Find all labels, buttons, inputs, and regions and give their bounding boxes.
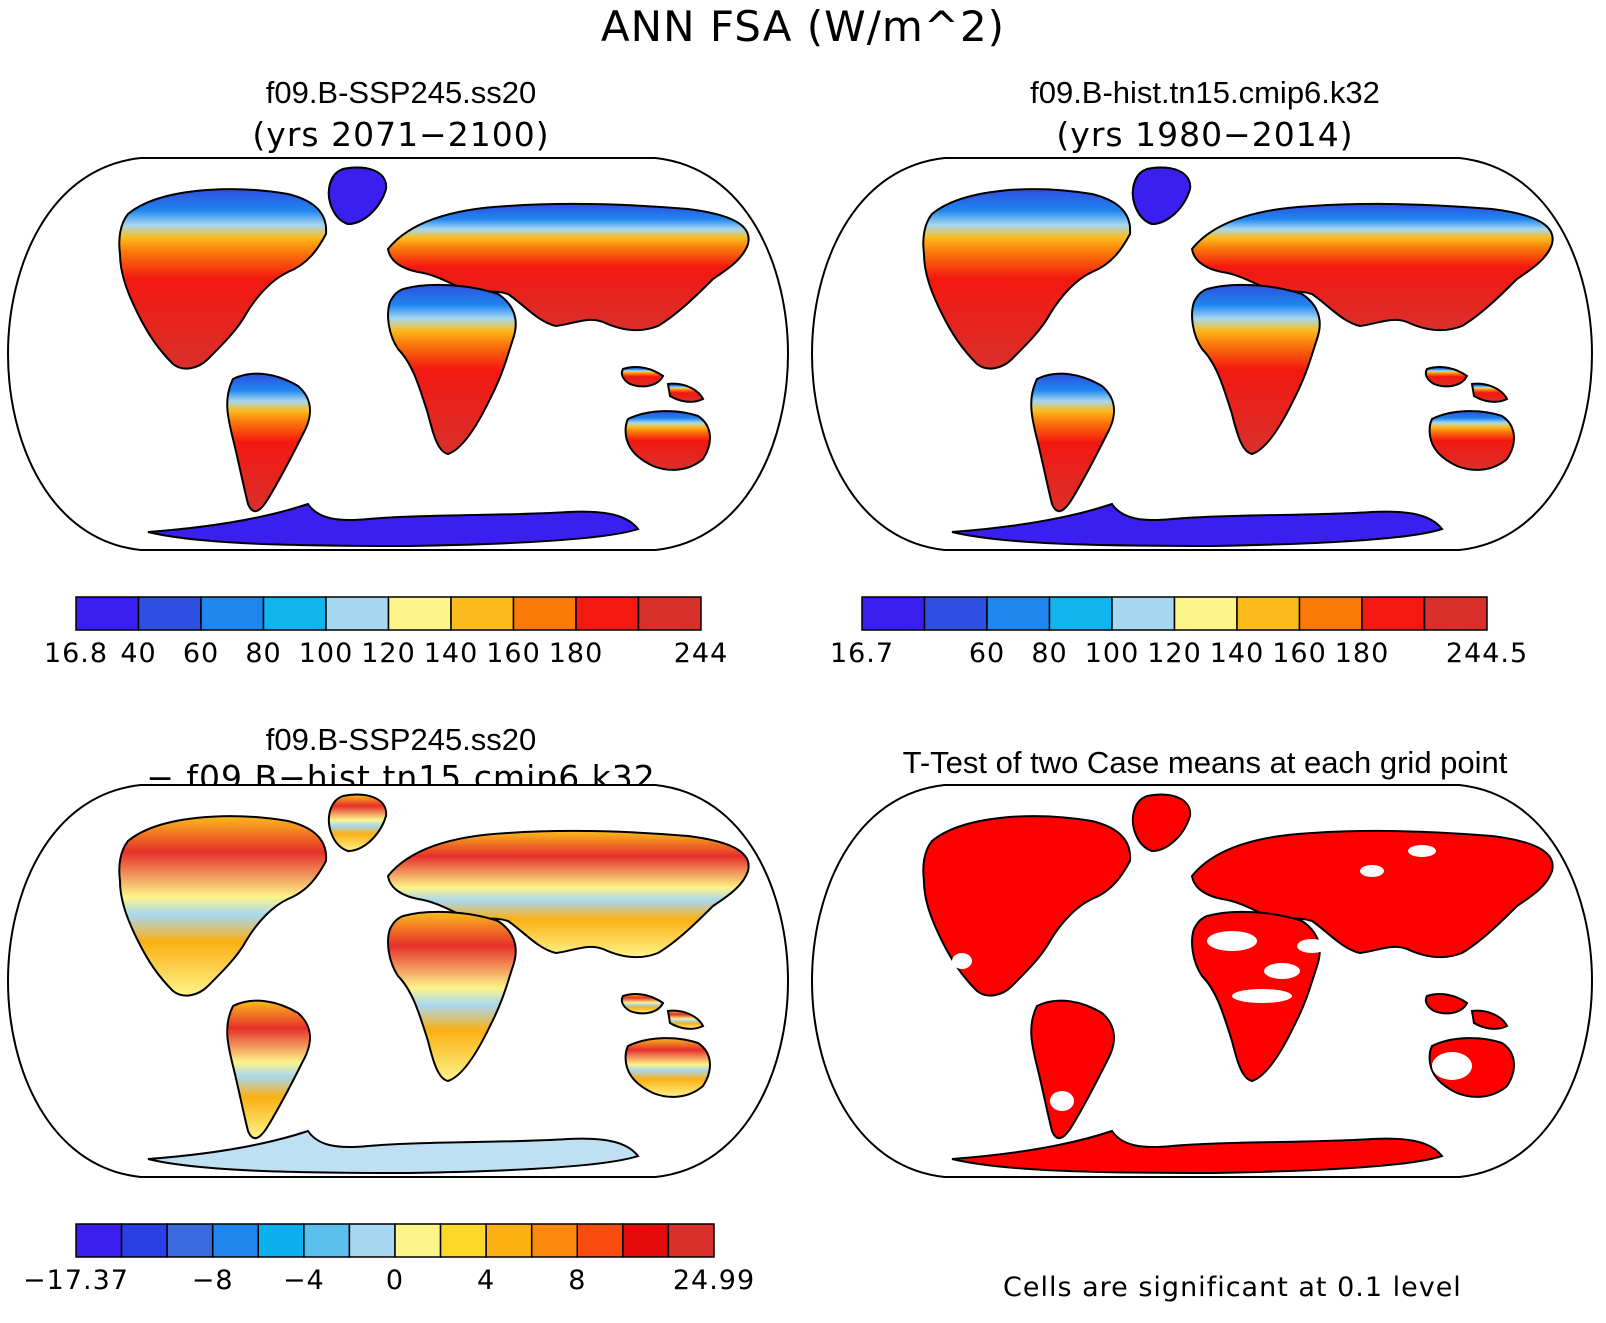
colorbar-tick-label: 180 bbox=[1334, 638, 1390, 669]
map-panel-4 bbox=[810, 784, 1594, 1178]
colorbar-tick-label: 120 bbox=[1147, 638, 1202, 669]
colorbar-swatch bbox=[325, 596, 390, 631]
colorbar-swatch bbox=[1423, 596, 1488, 631]
colorbar-tick-label: 0 bbox=[385, 1265, 405, 1296]
colorbar-tick-label: 160 bbox=[1272, 638, 1327, 669]
colorbar-3 bbox=[75, 1223, 715, 1258]
colorbar-swatch bbox=[450, 596, 515, 631]
map-panel-1 bbox=[6, 157, 790, 551]
colorbar-tick-label: 100 bbox=[1084, 638, 1140, 669]
colorbar-swatch bbox=[861, 596, 926, 631]
colorbar-swatch bbox=[576, 1223, 624, 1258]
panel-1-case: f09.B-SSP245.ss20 bbox=[265, 75, 537, 110]
colorbar-swatch bbox=[257, 1223, 305, 1258]
colorbar-swatch bbox=[262, 596, 327, 631]
colorbar-tick-label: 140 bbox=[423, 638, 479, 669]
colorbar-swatch bbox=[211, 1223, 260, 1258]
colorbar-swatch bbox=[75, 596, 140, 631]
colorbar-swatch bbox=[512, 596, 577, 631]
colorbar-swatch bbox=[1111, 596, 1176, 631]
colorbar-swatch bbox=[200, 596, 265, 631]
colorbar-tick-label: 24.99 bbox=[672, 1265, 756, 1296]
colorbar-1 bbox=[75, 596, 702, 631]
colorbar-tick-label: 80 bbox=[1031, 638, 1068, 669]
colorbar-tick-label: 244.5 bbox=[1445, 638, 1529, 669]
colorbar-swatch bbox=[1173, 596, 1238, 631]
colorbar-tick-label: 40 bbox=[120, 638, 157, 669]
colorbar-tick-label: 4 bbox=[477, 1265, 496, 1296]
colorbar-tick-label: −17.37 bbox=[23, 1265, 129, 1296]
colorbar-swatch bbox=[1048, 596, 1113, 631]
significance-note: Cells are significant at 0.1 level bbox=[1003, 1272, 1462, 1303]
colorbar-tick-label: 60 bbox=[182, 638, 220, 669]
panel-2-years: (yrs 1980−2014) bbox=[1056, 115, 1354, 154]
colorbar-swatch bbox=[1298, 596, 1363, 631]
colorbar-tick-label: 140 bbox=[1209, 638, 1265, 669]
colorbar-swatch bbox=[348, 1223, 396, 1258]
colorbar-swatch bbox=[530, 1223, 579, 1258]
colorbar-swatch bbox=[394, 1223, 442, 1258]
colorbar-swatch bbox=[387, 596, 452, 631]
figure-title: ANN FSA (W/m^2) bbox=[600, 2, 1006, 51]
colorbar-tick-label: 120 bbox=[361, 638, 416, 669]
colorbar-swatch bbox=[439, 1223, 487, 1258]
colorbar-tick-label: 80 bbox=[245, 638, 282, 669]
colorbar-2 bbox=[861, 596, 1488, 631]
panel-4-title: T-Test of two Case means at each grid po… bbox=[902, 745, 1508, 780]
colorbar-swatch bbox=[637, 596, 702, 631]
colorbar-tick-label: 16.7 bbox=[829, 638, 895, 669]
colorbar-tick-label: −4 bbox=[282, 1265, 325, 1296]
colorbar-swatch bbox=[986, 596, 1051, 631]
colorbar-swatch bbox=[75, 1223, 123, 1258]
colorbar-swatch bbox=[303, 1223, 351, 1258]
map-panel-3 bbox=[6, 784, 790, 1178]
colorbar-tick-label: 60 bbox=[968, 638, 1006, 669]
colorbar-swatch bbox=[1236, 596, 1301, 631]
colorbar-tick-label: 100 bbox=[298, 638, 354, 669]
colorbar-tick-label: 180 bbox=[548, 638, 604, 669]
colorbar-swatch bbox=[923, 596, 988, 631]
map-panel-2 bbox=[810, 157, 1594, 551]
colorbar-tick-label: 160 bbox=[486, 638, 541, 669]
colorbar-tick-label: 244 bbox=[673, 638, 729, 669]
colorbar-tick-label: 16.8 bbox=[43, 638, 109, 669]
colorbar-swatch bbox=[1361, 596, 1426, 631]
colorbar-swatch bbox=[120, 1223, 168, 1258]
colorbar-swatch bbox=[485, 1223, 533, 1258]
colorbar-tick-label: 8 bbox=[568, 1265, 587, 1296]
colorbar-swatch bbox=[622, 1223, 670, 1258]
colorbar-swatch bbox=[137, 596, 202, 631]
panel-1-years: (yrs 2071−2100) bbox=[252, 115, 550, 154]
colorbar-swatch bbox=[575, 596, 640, 631]
colorbar-tick-label: −8 bbox=[191, 1265, 234, 1296]
colorbar-swatch bbox=[166, 1223, 214, 1258]
panel-3-case: f09.B-SSP245.ss20 bbox=[265, 722, 537, 757]
panel-2-case: f09.B-hist.tn15.cmip6.k32 bbox=[1030, 75, 1380, 110]
colorbar-swatch bbox=[667, 1223, 715, 1258]
